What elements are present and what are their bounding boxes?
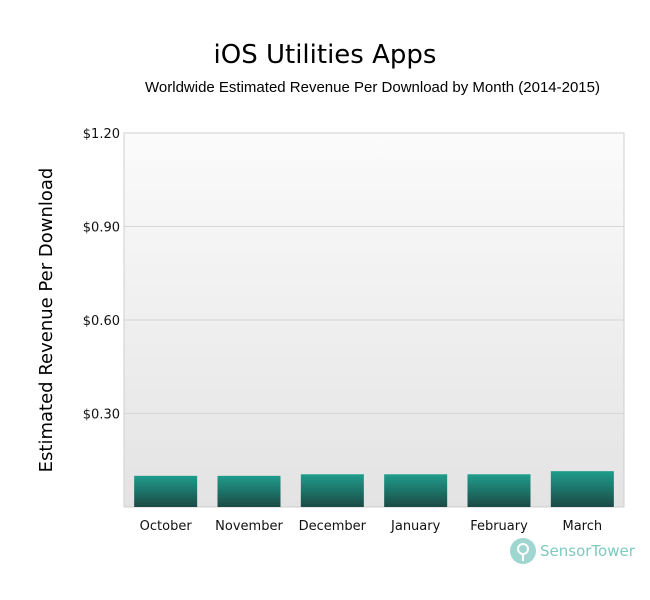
chart-subtitle: Worldwide Estimated Revenue Per Download… <box>145 79 600 96</box>
x-tick-label: November <box>215 519 283 534</box>
bar-october <box>134 475 198 507</box>
x-tick-label: March <box>563 519 603 534</box>
y-tick-label: $0.90 <box>83 221 120 236</box>
bar-february <box>467 474 531 507</box>
x-tick-label: February <box>470 519 528 534</box>
bar-january <box>384 474 448 507</box>
sensor-tower-logo-icon <box>510 538 536 564</box>
bar-december <box>300 474 364 507</box>
y-tick-label: $0.60 <box>83 314 120 329</box>
y-tick-label: $0.30 <box>83 408 120 423</box>
x-tick-label: December <box>299 519 367 534</box>
bar-march <box>550 471 614 507</box>
y-axis-label: Estimated Revenue Per Download <box>36 168 57 473</box>
brand-text: SensorTower <box>540 542 635 560</box>
x-tick-label: October <box>140 519 193 534</box>
sensor-tower-brand: SensorTower <box>510 537 635 565</box>
y-tick-label: $1.20 <box>83 127 120 142</box>
bar-november <box>217 475 281 507</box>
x-tick-label: January <box>390 519 441 534</box>
chart-title: iOS Utilities Apps <box>213 40 437 70</box>
